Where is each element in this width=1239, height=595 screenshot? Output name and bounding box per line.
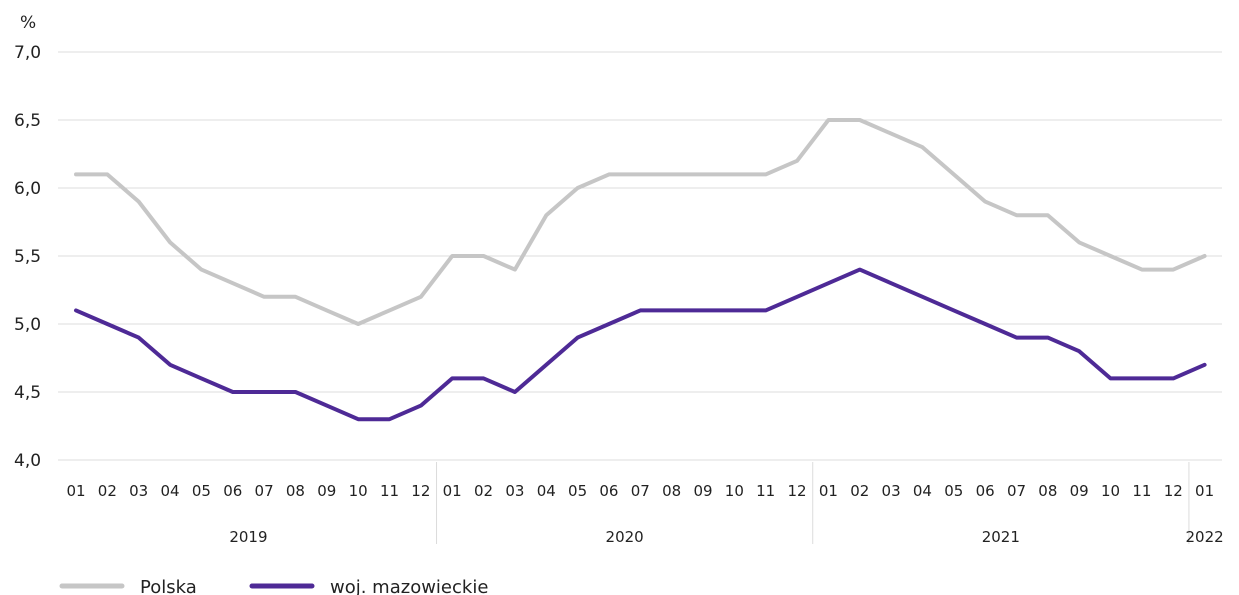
x-tick-label: 01 xyxy=(819,482,838,500)
y-tick-label: 6,0 xyxy=(14,179,41,199)
x-tick-label: 05 xyxy=(192,482,211,500)
x-tick-label: 08 xyxy=(1038,482,1057,500)
x-tick-label: 02 xyxy=(474,482,493,500)
x-tick-label: 01 xyxy=(1195,482,1214,500)
x-tick-label: 03 xyxy=(882,482,901,500)
x-tick-label: 02 xyxy=(850,482,869,500)
year-label: 2021 xyxy=(982,528,1020,546)
x-tick-label: 10 xyxy=(349,482,368,500)
legend-label: woj. mazowieckie xyxy=(330,577,488,595)
x-axis-ticks: 01 02 03 04 05 06 07 08 09 10 11 12 01 02 03 04 05 06 07 08… xyxy=(66,482,1214,500)
series-line xyxy=(74,267,1207,422)
x-tick-label: 03 xyxy=(505,482,524,500)
x-tick-label: 07 xyxy=(631,482,650,500)
y-tick-label: 7,0 xyxy=(14,43,41,63)
x-tick-label: 11 xyxy=(380,482,399,500)
x-tick-label: 01 xyxy=(443,482,462,500)
x-tick-label: 06 xyxy=(223,482,242,500)
legend-label: Polska xyxy=(140,577,197,595)
series-line xyxy=(74,118,1207,326)
x-tick-label: 04 xyxy=(913,482,932,500)
x-tick-label: 02 xyxy=(98,482,117,500)
y-axis-ticks: 4,0 4,5 5,0 5,5 6,0 6,5 7,0 xyxy=(14,43,41,471)
x-tick-label: 06 xyxy=(599,482,618,500)
x-tick-label: 11 xyxy=(756,482,775,500)
x-tick-label: 07 xyxy=(255,482,274,500)
x-tick-label: 09 xyxy=(693,482,712,500)
x-tick-label: 12 xyxy=(1164,482,1183,500)
x-tick-label: 12 xyxy=(411,482,430,500)
y-axis-unit: % xyxy=(20,13,36,33)
y-tick-label: 4,5 xyxy=(14,383,41,403)
x-tick-label: 05 xyxy=(944,482,963,500)
x-tick-label: 01 xyxy=(66,482,85,500)
x-tick-label: 10 xyxy=(1101,482,1120,500)
y-tick-label: 5,0 xyxy=(14,315,41,335)
x-tick-label: 03 xyxy=(129,482,148,500)
x-tick-label: 12 xyxy=(788,482,807,500)
grid xyxy=(58,51,1222,461)
x-tick-label: 06 xyxy=(976,482,995,500)
y-tick-label: 4,0 xyxy=(14,451,41,471)
y-tick-label: 5,5 xyxy=(14,247,41,267)
x-tick-label: 10 xyxy=(725,482,744,500)
x-tick-label: 08 xyxy=(662,482,681,500)
y-tick-label: 6,5 xyxy=(14,111,41,131)
x-tick-label: 09 xyxy=(1070,482,1089,500)
x-tick-label: 08 xyxy=(286,482,305,500)
x-tick-label: 11 xyxy=(1132,482,1151,500)
year-label: 2019 xyxy=(229,528,267,546)
legend: Polska woj. mazowieckie xyxy=(59,577,488,595)
x-tick-label: 04 xyxy=(537,482,556,500)
x-tick-label: 07 xyxy=(1007,482,1026,500)
x-tick-label: 04 xyxy=(161,482,180,500)
x-axis-years: 2019 2020 2021 2022 xyxy=(229,462,1224,546)
x-tick-label: 09 xyxy=(317,482,336,500)
x-tick-label: 05 xyxy=(568,482,587,500)
year-label: 2020 xyxy=(606,528,644,546)
year-label: 2022 xyxy=(1186,528,1224,546)
series xyxy=(74,118,1207,422)
